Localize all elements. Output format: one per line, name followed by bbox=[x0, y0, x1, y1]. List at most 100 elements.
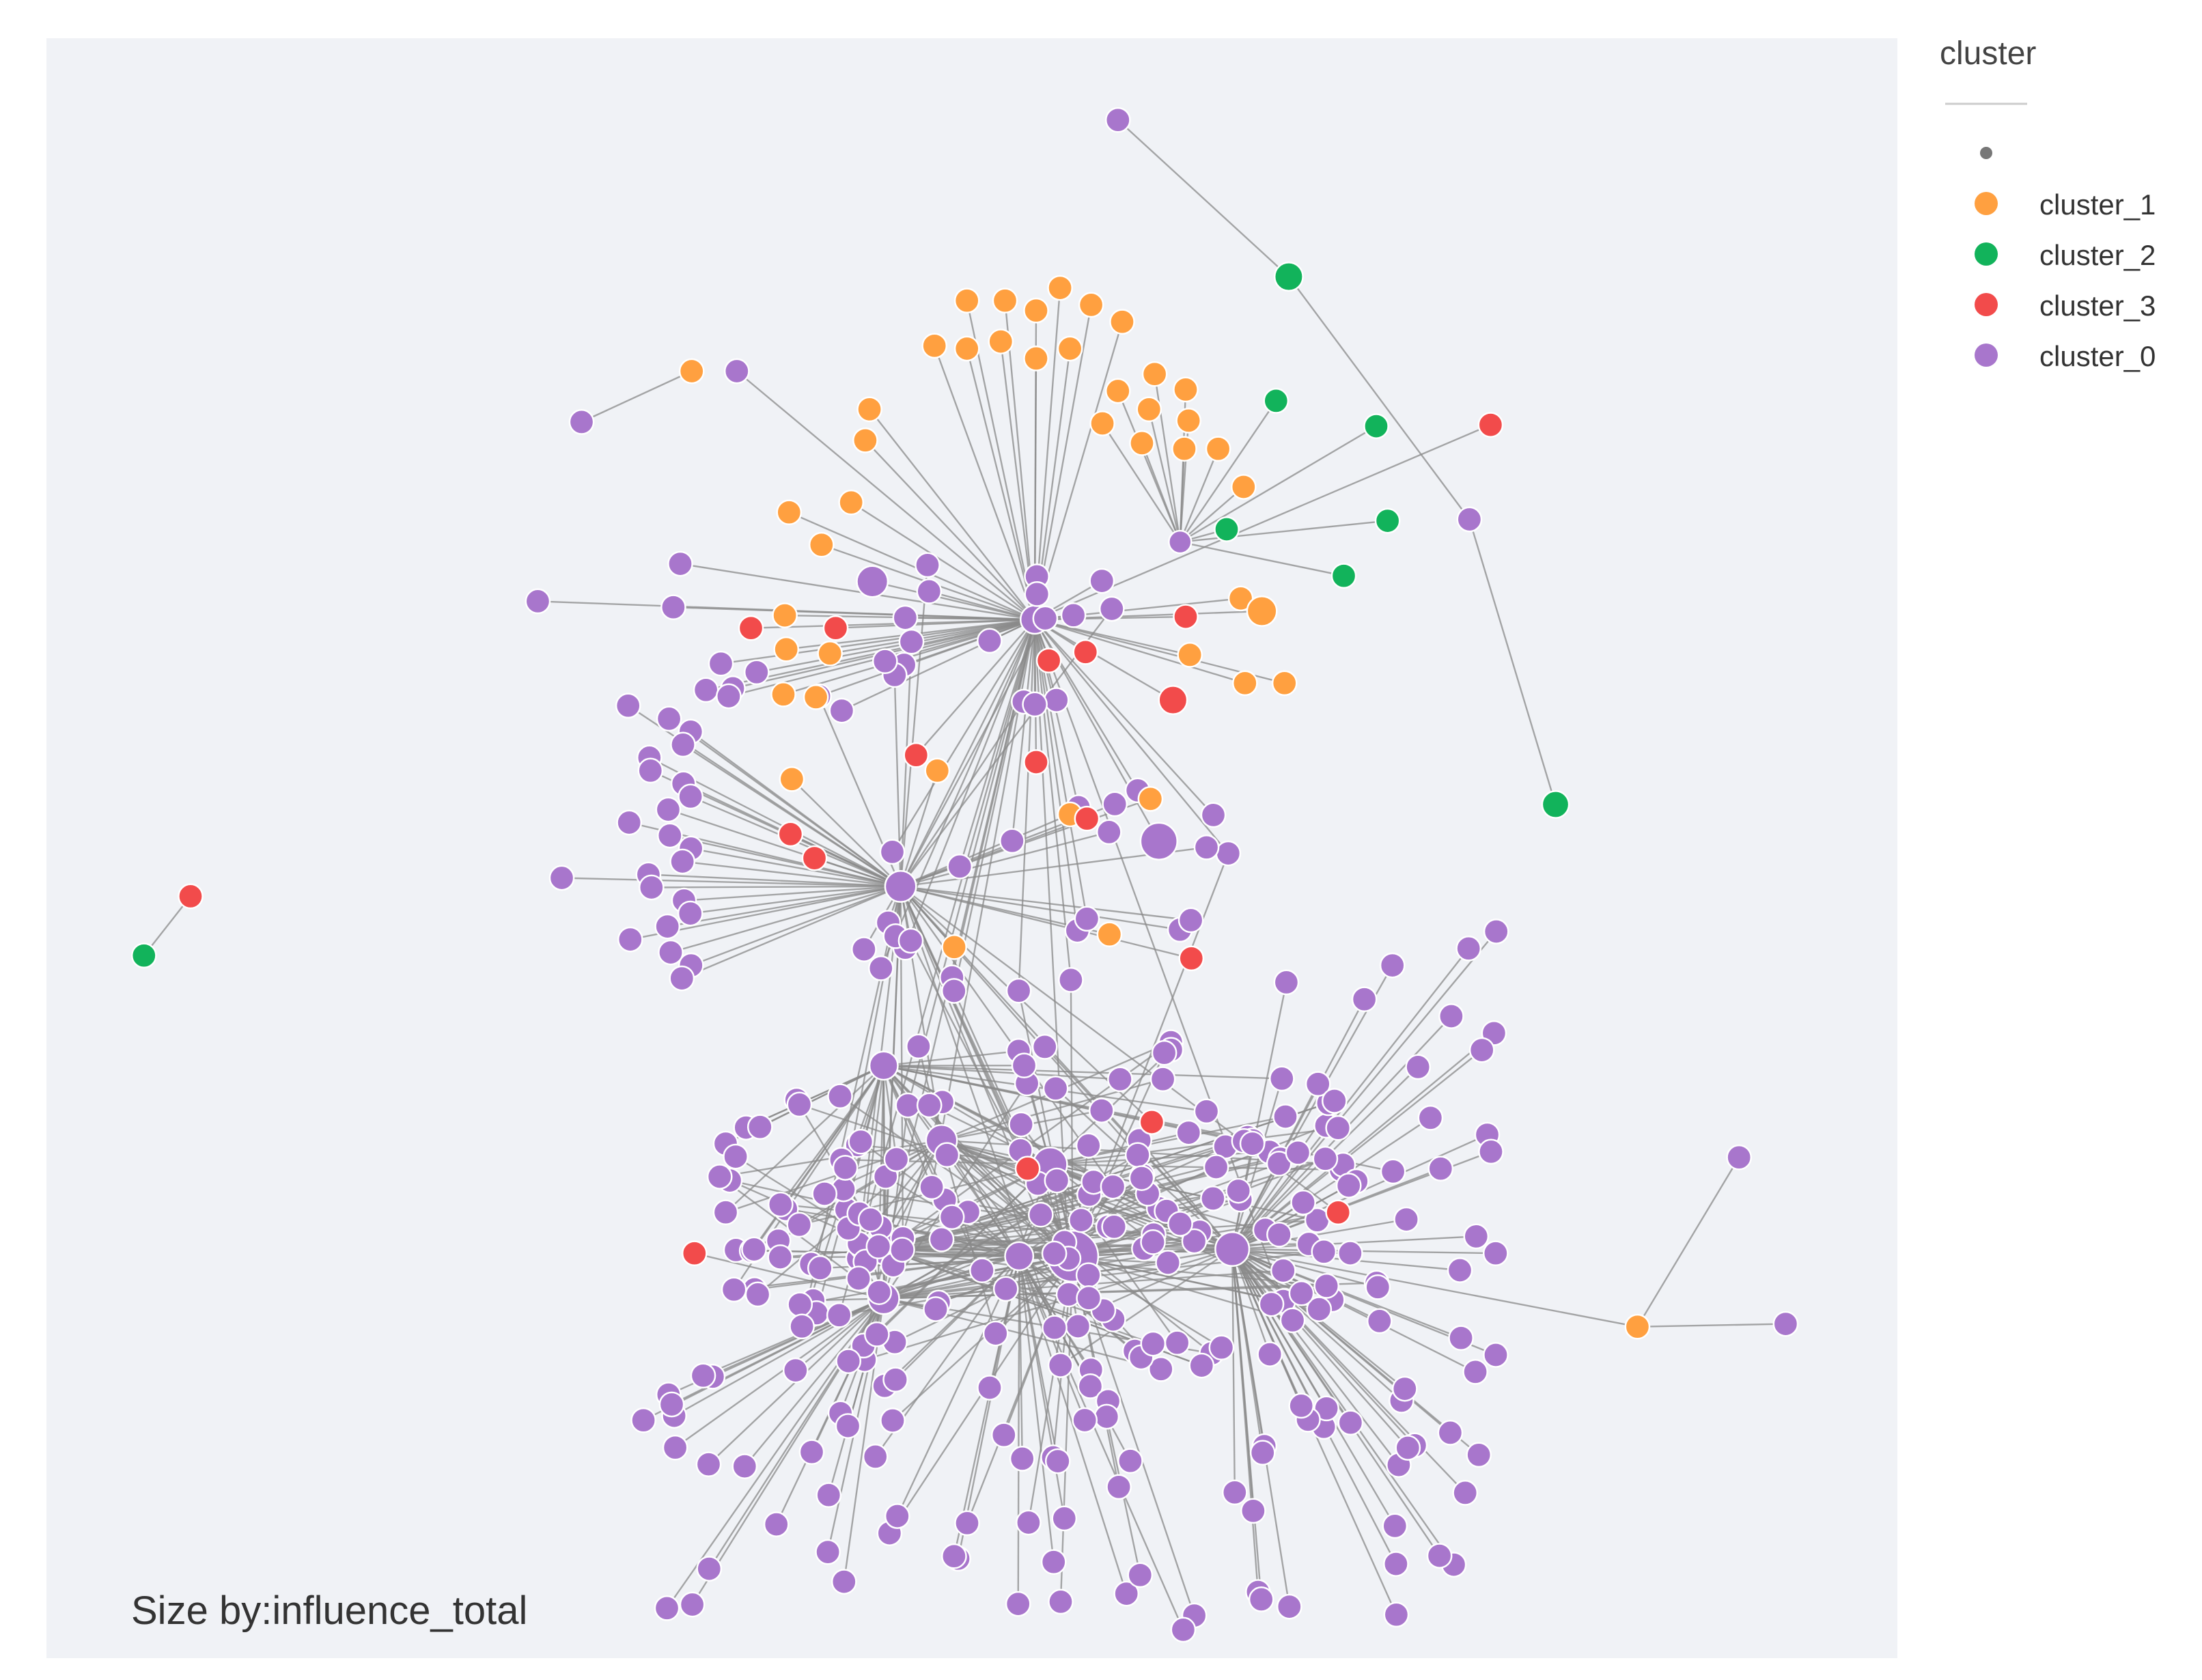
graph-node-cluster-0[interactable] bbox=[826, 1302, 852, 1328]
graph-node-cluster-0[interactable] bbox=[928, 1226, 955, 1252]
graph-node-cluster-0[interactable] bbox=[1483, 919, 1509, 944]
graph-node-cluster-0[interactable] bbox=[916, 1092, 943, 1119]
graph-node-cluster-3[interactable] bbox=[1173, 604, 1199, 630]
graph-node-cluster-0[interactable] bbox=[1188, 1352, 1215, 1379]
graph-node-cluster-3[interactable] bbox=[1072, 639, 1099, 665]
graph-node-cluster-0[interactable] bbox=[846, 1265, 872, 1291]
graph-node-cluster-0[interactable] bbox=[690, 1362, 716, 1389]
graph-node-cluster-1[interactable] bbox=[852, 427, 878, 453]
graph-node-cluster-0[interactable] bbox=[1273, 969, 1300, 996]
graph-node-cluster-3[interactable] bbox=[777, 821, 804, 848]
graph-node-cluster-0[interactable] bbox=[660, 594, 686, 621]
graph-node-cluster-0[interactable] bbox=[1426, 1543, 1453, 1569]
graph-node-cluster-0[interactable] bbox=[1321, 1088, 1348, 1114]
graph-node-cluster-1[interactable] bbox=[1109, 309, 1135, 335]
graph-node-cluster-0[interactable] bbox=[1258, 1291, 1285, 1317]
graph-node-cluster-0[interactable] bbox=[1151, 1039, 1177, 1066]
graph-node-cluster-3[interactable] bbox=[822, 615, 849, 641]
graph-node-cluster-0[interactable] bbox=[1031, 1034, 1058, 1060]
graph-node-cluster-0[interactable] bbox=[723, 358, 750, 384]
graph-node-cluster-0[interactable] bbox=[1072, 1407, 1098, 1433]
graph-node-cluster-0[interactable] bbox=[1288, 1280, 1315, 1306]
graph-node-cluster-0[interactable] bbox=[1024, 581, 1050, 607]
graph-node-cluster-0[interactable] bbox=[866, 1279, 893, 1305]
graph-node-cluster-0[interactable] bbox=[1466, 1442, 1492, 1468]
graph-node-cluster-0[interactable] bbox=[1270, 1257, 1296, 1284]
graph-node-cluster-0[interactable] bbox=[1004, 1241, 1035, 1272]
graph-node-cluster-0[interactable] bbox=[678, 783, 703, 810]
graph-node-cluster-0[interactable] bbox=[1462, 1358, 1488, 1385]
graph-node-cluster-0[interactable] bbox=[1098, 596, 1125, 622]
graph-node-cluster-1[interactable] bbox=[953, 335, 980, 362]
graph-node-cluster-1[interactable] bbox=[1104, 378, 1131, 404]
graph-node-cluster-1[interactable] bbox=[856, 396, 882, 423]
graph-node-cluster-0[interactable] bbox=[655, 796, 682, 823]
graph-node-cluster-0[interactable] bbox=[1239, 1130, 1266, 1157]
graph-node-cluster-0[interactable] bbox=[916, 578, 943, 604]
graph-node-cluster-0[interactable] bbox=[923, 1296, 949, 1322]
graph-node-cluster-0[interactable] bbox=[630, 1407, 656, 1433]
graph-node-cluster-0[interactable] bbox=[1393, 1206, 1419, 1233]
graph-node-cluster-0[interactable] bbox=[1068, 1207, 1094, 1233]
graph-node-cluster-0[interactable] bbox=[662, 1434, 688, 1461]
graph-node-cluster-0[interactable] bbox=[1088, 1097, 1115, 1123]
graph-node-cluster-1[interactable] bbox=[808, 531, 835, 558]
graph-node-cluster-0[interactable] bbox=[897, 927, 924, 954]
graph-node-cluster-2[interactable] bbox=[1363, 413, 1389, 439]
graph-node-cluster-0[interactable] bbox=[1128, 1165, 1155, 1191]
graph-node-cluster-1[interactable] bbox=[1624, 1313, 1651, 1340]
graph-node-cluster-0[interactable] bbox=[670, 731, 696, 758]
graph-node-cluster-0[interactable] bbox=[1041, 1240, 1068, 1267]
graph-node-cluster-0[interactable] bbox=[1043, 687, 1070, 713]
graph-node-cluster-0[interactable] bbox=[1276, 1593, 1302, 1620]
graph-node-cluster-0[interactable] bbox=[798, 1439, 825, 1466]
graph-node-cluster-1[interactable] bbox=[779, 766, 805, 792]
graph-node-cluster-0[interactable] bbox=[831, 1569, 857, 1595]
graph-node-cluster-0[interactable] bbox=[568, 409, 595, 435]
graph-node-cluster-0[interactable] bbox=[1104, 107, 1131, 133]
graph-node-cluster-1[interactable] bbox=[1023, 297, 1049, 324]
graph-node-cluster-1[interactable] bbox=[1023, 346, 1049, 372]
graph-node-cluster-0[interactable] bbox=[654, 913, 681, 940]
graph-node-cluster-0[interactable] bbox=[848, 1128, 874, 1155]
graph-node-cluster-0[interactable] bbox=[862, 1444, 889, 1470]
graph-node-cluster-2[interactable] bbox=[1273, 262, 1304, 292]
graph-node-cluster-0[interactable] bbox=[938, 1204, 965, 1231]
graph-node-cluster-0[interactable] bbox=[999, 828, 1025, 854]
graph-node-cluster-0[interactable] bbox=[1005, 1591, 1031, 1617]
graph-node-cluster-1[interactable] bbox=[1177, 642, 1203, 668]
graph-node-cluster-0[interactable] bbox=[1240, 1498, 1266, 1524]
graph-node-cluster-1[interactable] bbox=[992, 288, 1018, 314]
graph-node-cluster-1[interactable] bbox=[1175, 408, 1202, 434]
graph-node-cluster-0[interactable] bbox=[1065, 1313, 1091, 1339]
graph-node-cluster-0[interactable] bbox=[1047, 1352, 1074, 1378]
graph-node-cluster-1[interactable] bbox=[838, 489, 865, 516]
graph-node-cluster-3[interactable] bbox=[178, 883, 204, 910]
graph-node-cluster-0[interactable] bbox=[669, 965, 695, 992]
graph-node-cluster-0[interactable] bbox=[1427, 1156, 1454, 1182]
graph-node-cluster-1[interactable] bbox=[1136, 396, 1162, 423]
graph-node-cluster-0[interactable] bbox=[696, 1556, 723, 1582]
graph-node-cluster-1[interactable] bbox=[678, 358, 705, 384]
graph-node-cluster-3[interactable] bbox=[801, 845, 828, 871]
graph-node-cluster-2[interactable] bbox=[1263, 388, 1290, 414]
graph-node-cluster-1[interactable] bbox=[770, 681, 796, 708]
graph-node-cluster-0[interactable] bbox=[1266, 1151, 1292, 1177]
graph-node-cluster-0[interactable] bbox=[1478, 1138, 1504, 1165]
graph-node-cluster-0[interactable] bbox=[990, 1422, 1017, 1448]
graph-node-cluster-0[interactable] bbox=[947, 853, 973, 880]
graph-node-cluster-0[interactable] bbox=[1113, 1580, 1140, 1607]
graph-node-cluster-0[interactable] bbox=[1124, 1142, 1151, 1168]
graph-node-cluster-0[interactable] bbox=[1463, 1223, 1490, 1250]
graph-node-cluster-3[interactable] bbox=[1023, 749, 1049, 775]
graph-node-cluster-0[interactable] bbox=[1048, 1588, 1074, 1615]
graph-node-cluster-0[interactable] bbox=[1215, 840, 1242, 867]
graph-node-cluster-3[interactable] bbox=[1158, 685, 1188, 716]
graph-node-cluster-0[interactable] bbox=[1380, 1158, 1406, 1185]
graph-node-cluster-0[interactable] bbox=[1456, 506, 1483, 533]
graph-node-cluster-1[interactable] bbox=[1047, 275, 1073, 301]
graph-node-cluster-1[interactable] bbox=[817, 641, 844, 667]
graph-node-cluster-0[interactable] bbox=[1214, 1231, 1251, 1268]
legend-item-cluster_2[interactable]: cluster_2 bbox=[1975, 239, 2156, 271]
graph-node-cluster-0[interactable] bbox=[616, 809, 643, 836]
